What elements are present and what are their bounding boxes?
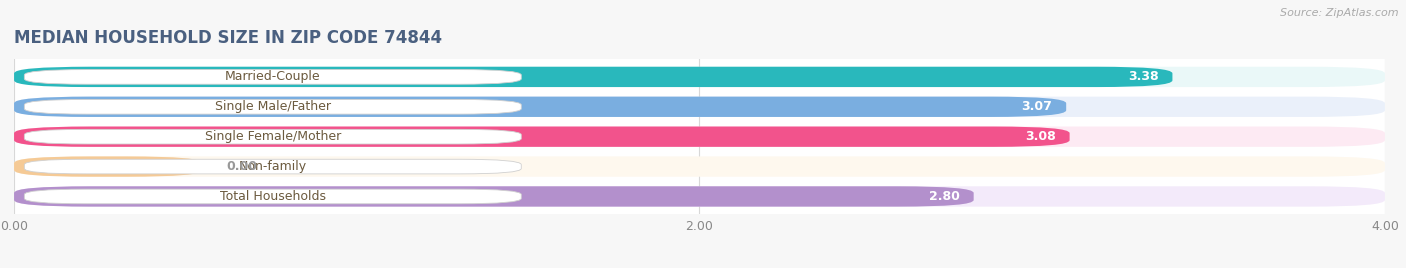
FancyBboxPatch shape [24, 159, 522, 174]
FancyBboxPatch shape [24, 99, 522, 114]
FancyBboxPatch shape [14, 126, 1070, 147]
Text: 2.80: 2.80 [929, 190, 960, 203]
Text: 0.00: 0.00 [226, 160, 257, 173]
Text: Single Female/Mother: Single Female/Mother [205, 130, 340, 143]
Text: 3.38: 3.38 [1128, 70, 1159, 83]
Text: 3.08: 3.08 [1025, 130, 1056, 143]
Text: 3.07: 3.07 [1022, 100, 1053, 113]
FancyBboxPatch shape [14, 126, 1385, 147]
Text: Single Male/Father: Single Male/Father [215, 100, 330, 113]
FancyBboxPatch shape [24, 189, 522, 204]
Text: Non-family: Non-family [239, 160, 307, 173]
FancyBboxPatch shape [14, 157, 202, 177]
FancyBboxPatch shape [14, 97, 1385, 117]
Text: Source: ZipAtlas.com: Source: ZipAtlas.com [1281, 8, 1399, 18]
FancyBboxPatch shape [14, 186, 973, 207]
FancyBboxPatch shape [14, 186, 1385, 207]
Text: MEDIAN HOUSEHOLD SIZE IN ZIP CODE 74844: MEDIAN HOUSEHOLD SIZE IN ZIP CODE 74844 [14, 28, 441, 47]
FancyBboxPatch shape [14, 67, 1173, 87]
FancyBboxPatch shape [14, 157, 1385, 177]
FancyBboxPatch shape [24, 70, 522, 84]
FancyBboxPatch shape [14, 97, 1066, 117]
FancyBboxPatch shape [24, 129, 522, 144]
Text: Total Households: Total Households [219, 190, 326, 203]
Text: Married-Couple: Married-Couple [225, 70, 321, 83]
FancyBboxPatch shape [14, 67, 1385, 87]
